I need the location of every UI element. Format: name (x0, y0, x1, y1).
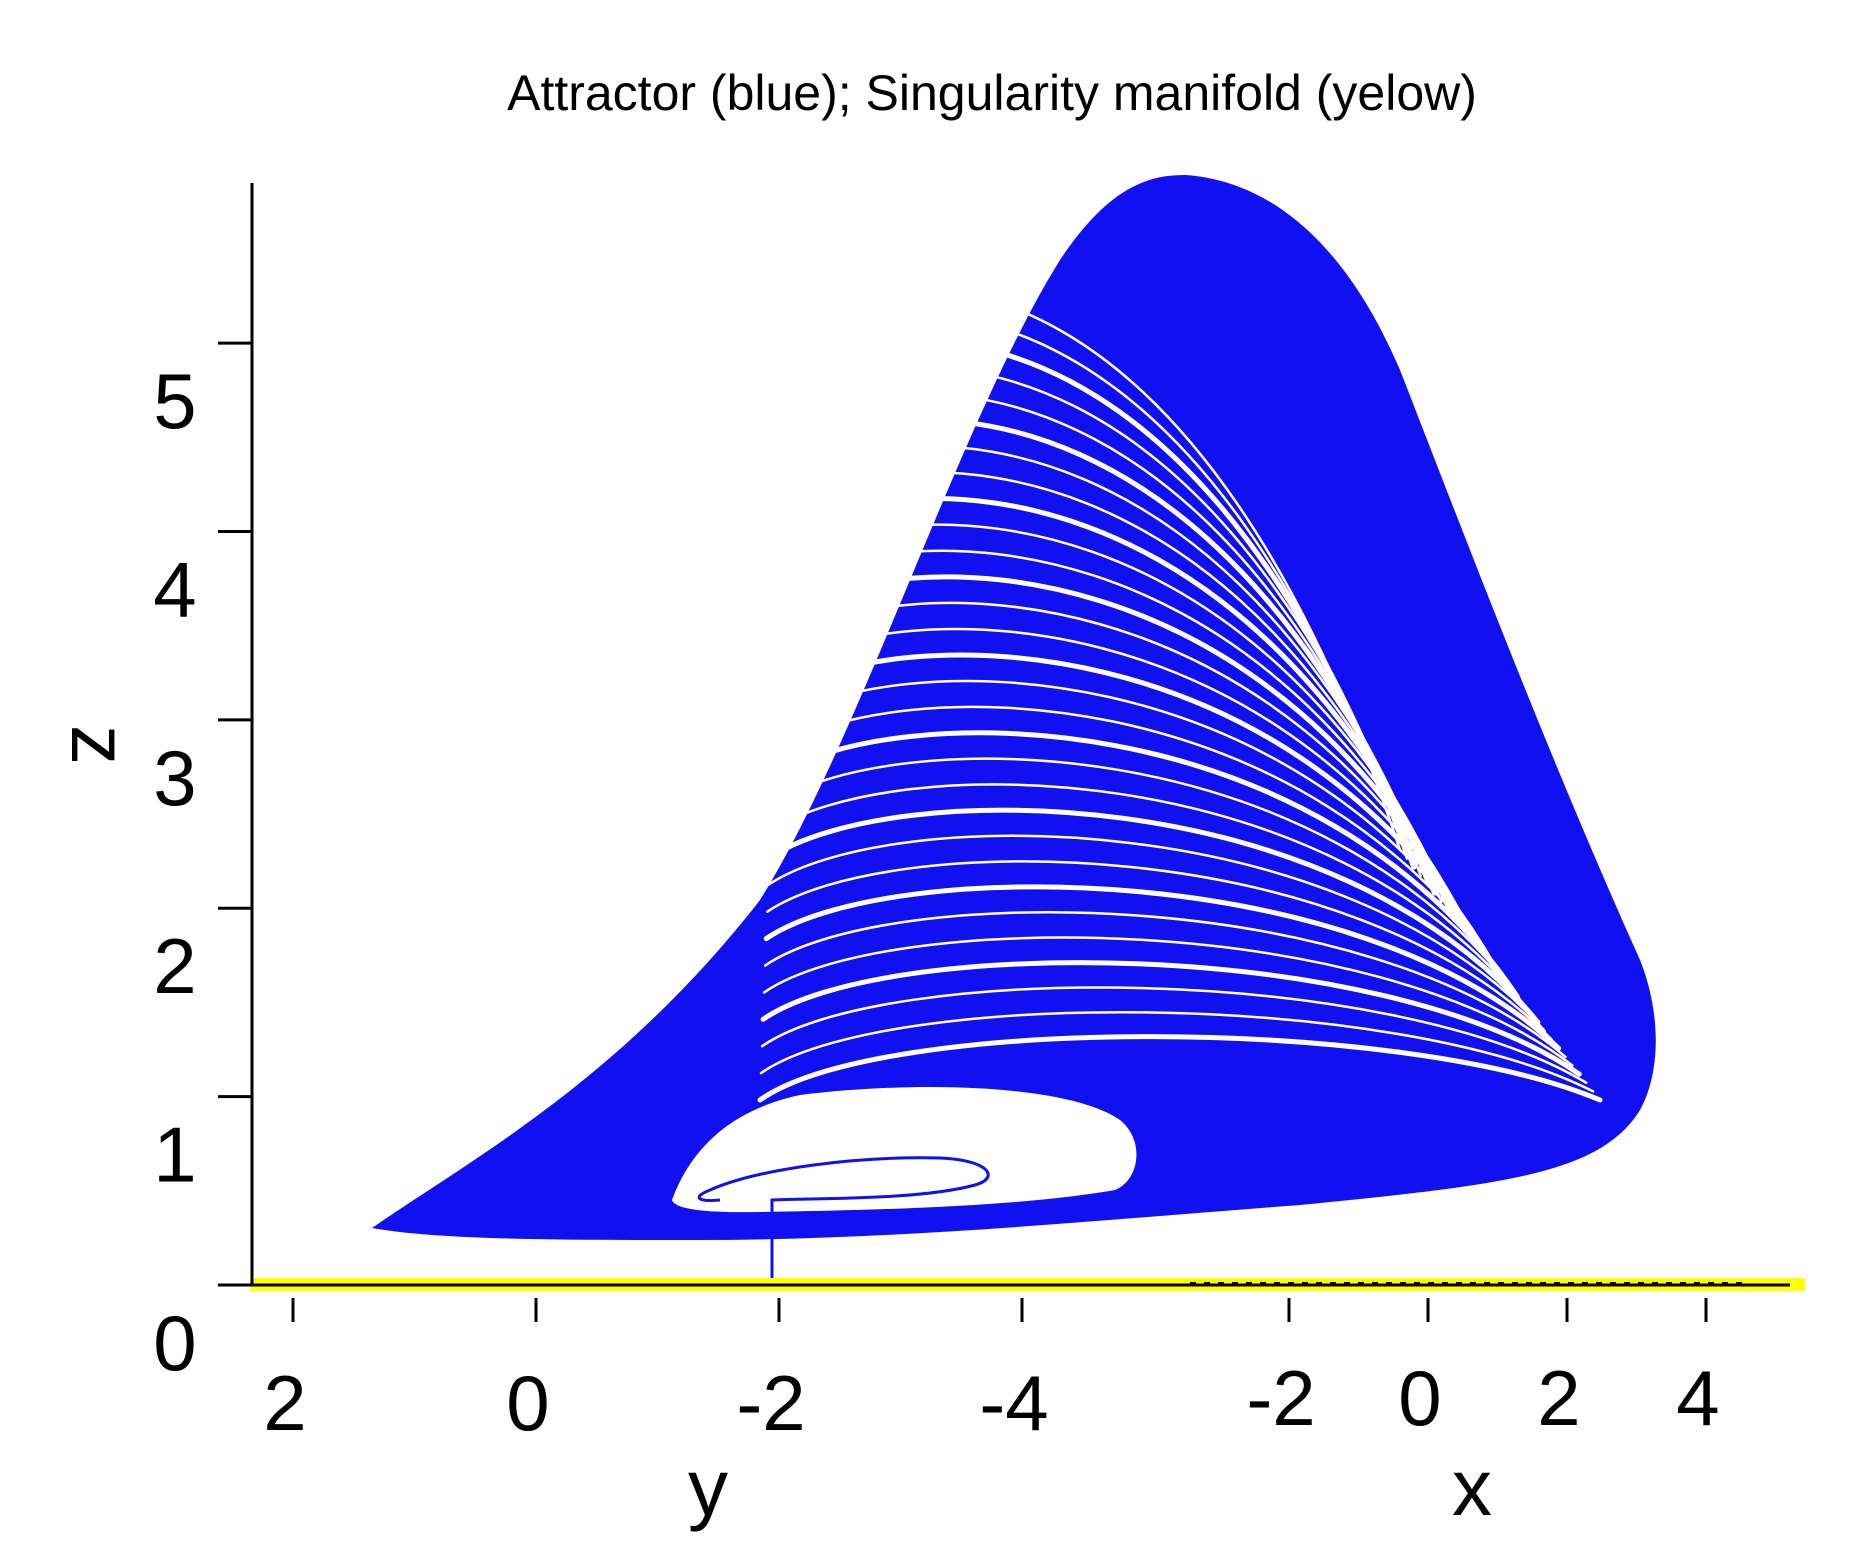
attractor-stripe (765, 860, 1553, 1041)
chart-title: Attractor (blue); Singularity manifold (… (507, 65, 1477, 121)
attractor-stripe (779, 495, 1458, 922)
attractor-stripe (785, 338, 1417, 870)
attractor-stripe (762, 936, 1574, 1067)
y-axis-label: y (688, 1443, 728, 1532)
attractor-series (372, 175, 1656, 1285)
attractor-stripe (784, 392, 1429, 886)
z-axis-label: z (55, 725, 144, 765)
y-tick-label: -2 (736, 1359, 805, 1447)
attractor-stripe (788, 287, 1402, 852)
attractor-stripe (757, 1034, 1603, 1103)
attractor-stripe (759, 1011, 1595, 1093)
z-tick-label: 0 (153, 1299, 196, 1387)
attractor-stripe (782, 444, 1443, 903)
z-tick-label: 1 (153, 1111, 196, 1199)
attractor-stripe (782, 417, 1437, 896)
attractor-stripe (778, 549, 1471, 938)
attractor-stripe (763, 884, 1562, 1051)
x-tick-label: 2 (1537, 1354, 1580, 1442)
x-axis-ticks: -2 0 2 4 (1246, 1298, 1720, 1442)
x-tick-label: 0 (1398, 1354, 1441, 1442)
attractor-stripe (772, 705, 1512, 990)
axes (218, 183, 1790, 1287)
attractor-stripe (760, 960, 1582, 1077)
attractor-stripe (766, 807, 1541, 1025)
attractor-stripe (773, 652, 1500, 974)
y-axis-ticks: 2 0 -2 -4 (263, 1298, 1049, 1447)
attractor-striations (757, 287, 1603, 1103)
attractor-stripe (770, 757, 1526, 1007)
attractor-stripe (767, 834, 1547, 1033)
z-tick-label: 3 (153, 734, 196, 822)
z-tick-label: 5 (153, 357, 196, 445)
attractor-transient-curve (697, 1156, 990, 1285)
x-tick-label: 4 (1676, 1354, 1719, 1442)
attractor-stripe (781, 471, 1450, 912)
attractor-stripe (760, 986, 1588, 1085)
attractor-stripe (769, 730, 1520, 1000)
x-tick-label: -2 (1246, 1354, 1315, 1442)
attractor-inner-hole (672, 1087, 1137, 1213)
y-tick-label: 2 (263, 1359, 306, 1447)
y-tick-label: 0 (506, 1359, 549, 1447)
y-tick-label: -4 (979, 1359, 1048, 1447)
z-tick-label: 4 (153, 545, 196, 633)
attractor-stripe (769, 783, 1533, 1016)
attractor-stripe (776, 574, 1479, 948)
z-tick-label: 2 (153, 922, 196, 1010)
attractor-stripe (763, 911, 1567, 1059)
attractor-stripe (779, 523, 1464, 929)
z-axis-ticks: 0 1 2 3 4 5 (153, 341, 252, 1387)
x-axis-label: x (1452, 1443, 1492, 1532)
